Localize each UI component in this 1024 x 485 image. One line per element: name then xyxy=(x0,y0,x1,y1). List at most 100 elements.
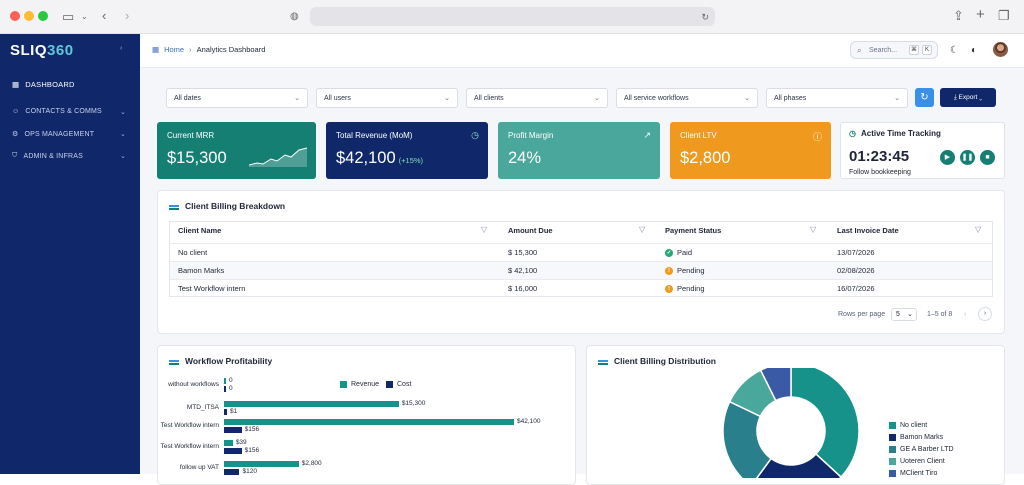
back-icon[interactable]: ‹ xyxy=(102,8,107,23)
bar-category-label: Test Workflow intern xyxy=(160,422,219,429)
rows-per-page-label: Rows per page xyxy=(838,311,886,318)
zoom-window-button[interactable] xyxy=(38,11,48,21)
status-badge: ✓ Paid xyxy=(665,248,693,257)
sidebar xyxy=(0,34,140,474)
theme-toggle-icon[interactable]: ☾ xyxy=(950,45,959,56)
sidebar-item-contacts[interactable]: ☺ CONTACTS & COMMS xyxy=(12,108,102,115)
pause-button[interactable]: ❚❚ xyxy=(960,150,975,165)
sidebar-item-dashboard[interactable]: ▦ DASHBOARD xyxy=(12,80,75,89)
app-logo[interactable]: SLIQ360 xyxy=(10,42,74,59)
collapse-sidebar-icon[interactable]: ‹ xyxy=(120,45,123,52)
profitability-panel xyxy=(157,345,576,485)
forward-icon[interactable]: › xyxy=(125,8,130,23)
filter-users[interactable]: All users ⌄ xyxy=(316,88,458,108)
next-page-icon[interactable]: › xyxy=(978,307,992,321)
info-icon: ⓘ xyxy=(812,132,822,142)
cost-bar[interactable] xyxy=(224,427,242,433)
donut-slice[interactable] xyxy=(751,452,843,478)
shield-icon[interactable]: ◍ xyxy=(290,11,299,22)
cost-bar[interactable] xyxy=(224,409,227,415)
bar-value-label: $15,300 xyxy=(401,400,426,407)
col-amount-due[interactable]: Amount Due xyxy=(508,226,553,235)
avatar[interactable] xyxy=(993,42,1008,57)
kpi-profit-margin: Profit Margin ↗ 24% xyxy=(498,122,660,179)
trending-up-icon: ↗ xyxy=(643,130,651,140)
home-icon[interactable]: ▦ xyxy=(152,45,160,54)
filter-icon[interactable]: ▽ xyxy=(639,225,646,234)
table-row[interactable] xyxy=(170,279,992,297)
stop-button[interactable]: ■ xyxy=(980,150,995,165)
bar-value-label: $39 xyxy=(235,439,247,446)
revenue-bar[interactable] xyxy=(224,461,299,467)
alert-icon: ! xyxy=(665,284,673,293)
kpi-client-ltv: Client LTV ⓘ $2,800 xyxy=(670,122,831,179)
distribution-title: Client Billing Distribution xyxy=(598,356,716,366)
search-input[interactable]: ⌕ Search... ⌘ K xyxy=(850,41,938,59)
sparkline xyxy=(249,147,307,167)
filter-clients[interactable]: All clients ⌄ xyxy=(466,88,608,108)
revenue-bar[interactable] xyxy=(224,440,233,446)
browser-toolbar: ▭ ⌄ ‹ › ◍ ↻ ⇪ + ❐ xyxy=(0,0,1024,34)
cost-bar[interactable] xyxy=(224,386,226,392)
legend-item[interactable]: Bamon Marks xyxy=(889,434,943,441)
chevron-down-icon[interactable]: ⌄ xyxy=(120,131,126,138)
refresh-button[interactable]: ↻ xyxy=(915,88,934,107)
donut-slice[interactable] xyxy=(722,400,773,478)
legend-item[interactable]: No client xyxy=(889,422,927,429)
minimize-window-button[interactable] xyxy=(24,11,34,21)
breadcrumb: ▦ Home › Analytics Dashboard xyxy=(152,45,265,54)
palette-icon[interactable]: ◐ xyxy=(971,45,978,56)
cost-bar[interactable] xyxy=(224,469,240,475)
filter-icon[interactable]: ▽ xyxy=(975,225,982,234)
close-window-button[interactable] xyxy=(10,11,20,21)
prev-page-icon[interactable]: ‹ xyxy=(964,311,967,318)
filter-workflows[interactable]: All service workflows ⌄ xyxy=(616,88,758,108)
time-tracking-card xyxy=(840,122,1005,179)
share-icon[interactable]: ⇪ xyxy=(953,8,964,23)
filter-dates[interactable]: All dates ⌄ xyxy=(166,88,308,108)
kbd-cmd: ⌘ xyxy=(909,45,919,55)
chevron-down-icon[interactable]: ⌄ xyxy=(120,153,126,160)
revenue-bar[interactable] xyxy=(224,401,399,407)
col-payment-status[interactable]: Payment Status xyxy=(665,226,722,235)
table-row[interactable] xyxy=(170,243,992,261)
legend-item[interactable]: Uoteren Client xyxy=(889,458,945,465)
tabs-overview-icon[interactable]: ❐ xyxy=(998,8,1010,23)
distribution-donut xyxy=(722,368,860,478)
address-bar[interactable]: ↻ xyxy=(310,7,715,26)
bar-value-label: $120 xyxy=(242,468,257,475)
sidebar-toggle-icon[interactable]: ▭ xyxy=(62,9,75,24)
cost-bar[interactable] xyxy=(224,448,242,454)
legend-revenue[interactable]: Revenue xyxy=(340,381,379,388)
pagination-range: 1–5 of 8 xyxy=(927,311,953,318)
sidebar-item-ops[interactable]: ⚙ OPS MANAGEMENT xyxy=(12,130,95,139)
play-button[interactable]: ▶ xyxy=(940,150,955,165)
filter-phases[interactable]: All phases ⌄ xyxy=(766,88,908,108)
filter-icon[interactable]: ▽ xyxy=(481,225,488,234)
breadcrumb-home[interactable]: Home xyxy=(164,45,185,54)
billing-title: Client Billing Breakdown xyxy=(169,201,285,211)
donut-slice[interactable] xyxy=(790,368,860,478)
col-client-name[interactable]: Client Name xyxy=(178,226,222,235)
donut-slice[interactable] xyxy=(759,368,792,402)
alert-icon: ! xyxy=(665,266,673,275)
play-icon: ▶ xyxy=(944,154,951,161)
filter-icon[interactable]: ▽ xyxy=(810,225,817,234)
legend-item[interactable]: GE A Barber LTD xyxy=(889,446,954,453)
sidebar-item-admin[interactable]: ⛉ ADMIN & INFRAS xyxy=(12,152,84,160)
rows-per-page-select[interactable]: 5 ⌄ xyxy=(891,308,917,321)
export-button[interactable]: ⤓ Export ⌄ xyxy=(940,88,996,107)
timer-title: ◷ Active Time Tracking xyxy=(849,129,941,138)
revenue-bar[interactable] xyxy=(224,378,226,384)
table-row[interactable] xyxy=(170,261,992,279)
kpi-total-revenue: Total Revenue (MoM) ◷ $42,100 (+15%) xyxy=(326,122,488,179)
col-last-invoice[interactable]: Last Invoice Date xyxy=(837,226,899,235)
reload-icon[interactable]: ↻ xyxy=(701,12,709,22)
chevron-down-icon[interactable]: ⌄ xyxy=(81,12,88,21)
new-tab-icon[interactable]: + xyxy=(976,6,985,23)
timer-value: 01:23:45 xyxy=(849,148,910,165)
revenue-bar[interactable] xyxy=(224,419,514,425)
chevron-down-icon[interactable]: ⌄ xyxy=(120,109,126,116)
clock-icon: ◷ xyxy=(849,129,856,138)
legend-cost[interactable]: Cost xyxy=(386,381,411,388)
